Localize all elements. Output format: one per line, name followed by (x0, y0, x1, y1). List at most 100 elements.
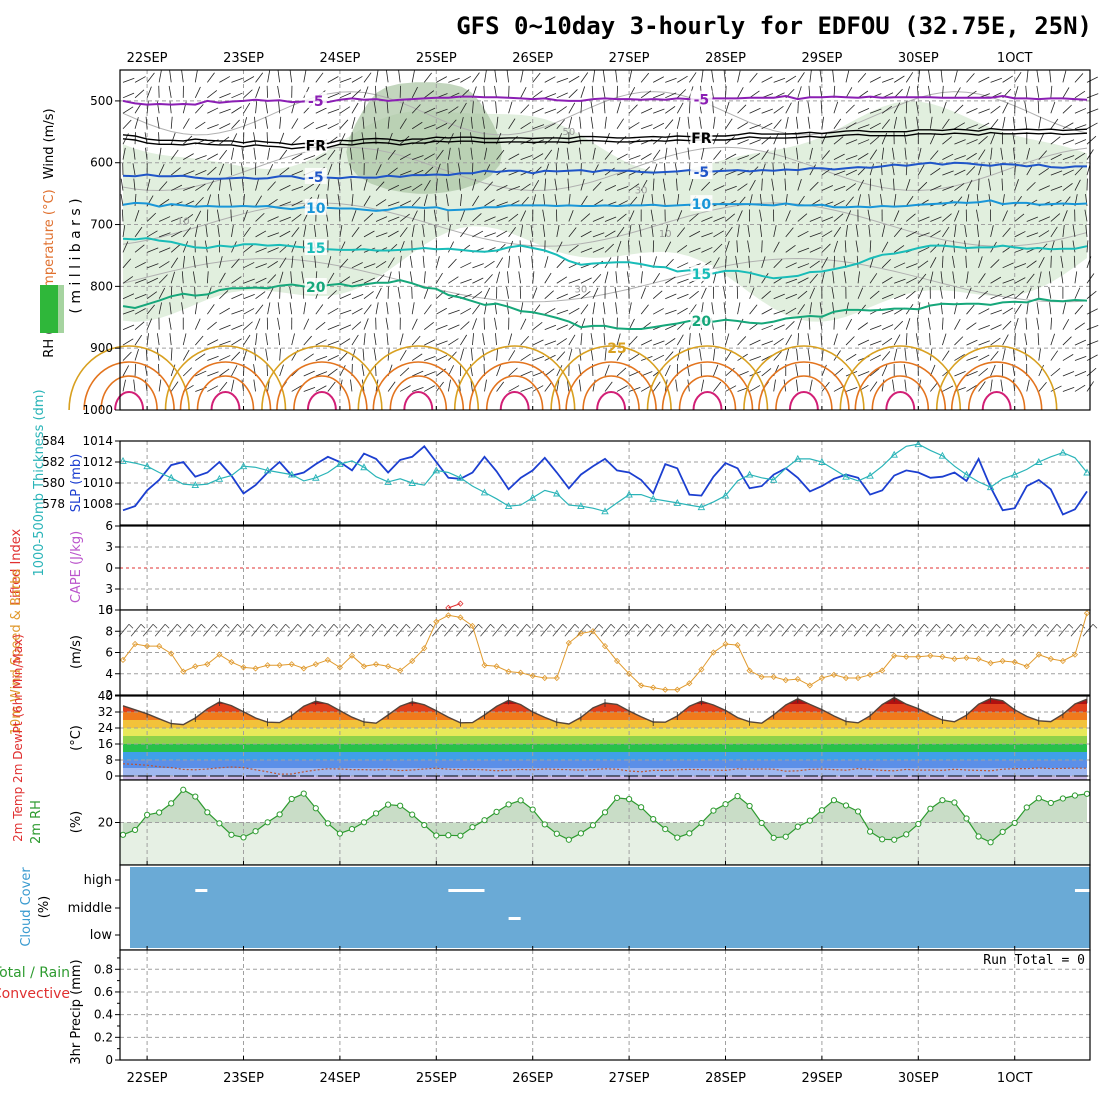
wind-speed-point (144, 643, 151, 650)
wind-barb (725, 226, 733, 238)
wind-barb (725, 240, 730, 253)
wind-barb (966, 73, 975, 83)
wind-barb (508, 101, 513, 114)
wind-barb (544, 149, 553, 160)
wind-barb (482, 101, 485, 114)
wind-barb (785, 210, 791, 222)
wind-barb (845, 87, 853, 99)
wind-barb (868, 224, 871, 237)
wind-barb (243, 294, 255, 300)
wind-barb (496, 149, 505, 160)
wind-barb (809, 287, 816, 299)
wind-barb (688, 178, 694, 191)
wind-barb (821, 230, 833, 238)
wind-barb (170, 271, 176, 284)
wind-barb (543, 194, 546, 207)
wind-barb (845, 386, 858, 392)
wind-barb (1074, 90, 1086, 99)
wind-barb (484, 199, 495, 207)
wind-barb (279, 271, 284, 284)
wind-speed-point (168, 650, 175, 657)
wind-barb (530, 224, 534, 237)
wind-barb (351, 117, 356, 129)
wind-barb (1086, 76, 1098, 83)
wind-barb (664, 119, 674, 129)
wind-barb (448, 309, 460, 315)
wind-barb (580, 290, 591, 300)
rh-2m-point (204, 809, 211, 816)
wind-barb-10m (118, 623, 130, 637)
wind-barb (954, 353, 965, 361)
wind-barb (267, 70, 271, 83)
wind-barb (207, 153, 219, 160)
wind-barb (785, 320, 795, 330)
rh-2m-unit: (%) (69, 811, 84, 834)
wind-barb (508, 213, 519, 222)
wind-barb (845, 210, 852, 222)
low-level-temp-contour (854, 361, 947, 411)
wind-barb (966, 90, 977, 99)
wind-barb (182, 333, 187, 346)
low-level-temp-contour (179, 361, 272, 411)
y-tick-label: 600 (90, 156, 113, 170)
wind-barb (1062, 386, 1075, 392)
bottom-date-label: 25SEP (416, 1071, 457, 1086)
wind-barb (373, 116, 377, 129)
y-tick-label: 0 (105, 561, 113, 575)
wind-barb-10m (574, 623, 580, 629)
wind-barb (930, 167, 941, 176)
wind-speed-point (553, 674, 560, 682)
wind-barb-10m (154, 623, 166, 637)
rh-2m-point (192, 793, 199, 800)
low-level-temp-contour (453, 345, 576, 411)
wind-barb (954, 122, 966, 130)
wind-barb-10m (273, 623, 278, 629)
thickness-point (577, 502, 585, 510)
rh-2m-point (734, 793, 741, 800)
wind-barb (448, 77, 460, 83)
wind-barb (1072, 224, 1076, 237)
wind-barb (568, 102, 576, 114)
wind-speed-point (288, 661, 295, 668)
wind-barb (928, 302, 931, 315)
wind-barb-10m (853, 623, 865, 637)
wind-barb (845, 70, 850, 83)
wind-barb-10m (938, 623, 949, 637)
wind-barb (169, 333, 172, 346)
wind-speed-point (686, 680, 693, 687)
wind-barb (315, 385, 327, 392)
wind-barb (544, 178, 547, 191)
wind-barb (881, 276, 893, 284)
wind-barb (520, 353, 531, 361)
wind-barb-10m (634, 623, 640, 629)
wind-barb (1086, 308, 1098, 315)
wind-barb (1012, 348, 1016, 361)
chart-title: GFS 0~10day 3-hourly for EDFOU (32.75E, … (456, 12, 1092, 40)
wind-barb-10m (188, 623, 194, 629)
wind-barb (796, 348, 799, 361)
low-level-temp-contour (678, 375, 737, 411)
wind-barb-10m (275, 623, 286, 637)
wind-barb (1036, 85, 1040, 98)
wind-barb (291, 200, 303, 207)
wind-barb (159, 232, 171, 238)
wind-barb (277, 70, 281, 83)
wind-barb (205, 255, 208, 268)
wind-barb (219, 178, 222, 191)
wind-barb (556, 225, 560, 237)
wind-barb (904, 116, 907, 129)
wind-speed-point (891, 652, 898, 659)
wind-barb (363, 318, 369, 330)
wind-barb (1050, 317, 1053, 330)
wind-barb (134, 226, 143, 238)
wind-barb (423, 72, 432, 83)
wind-speed-point (806, 682, 813, 689)
wind-barb (881, 105, 893, 114)
wind-barb (231, 106, 242, 114)
wind-barb (640, 304, 649, 315)
wind-barb-10m (309, 623, 315, 629)
wind-barb (677, 278, 689, 284)
wind-speed-point (698, 666, 705, 673)
wind-barb (327, 307, 339, 315)
wind-barb (833, 200, 845, 207)
